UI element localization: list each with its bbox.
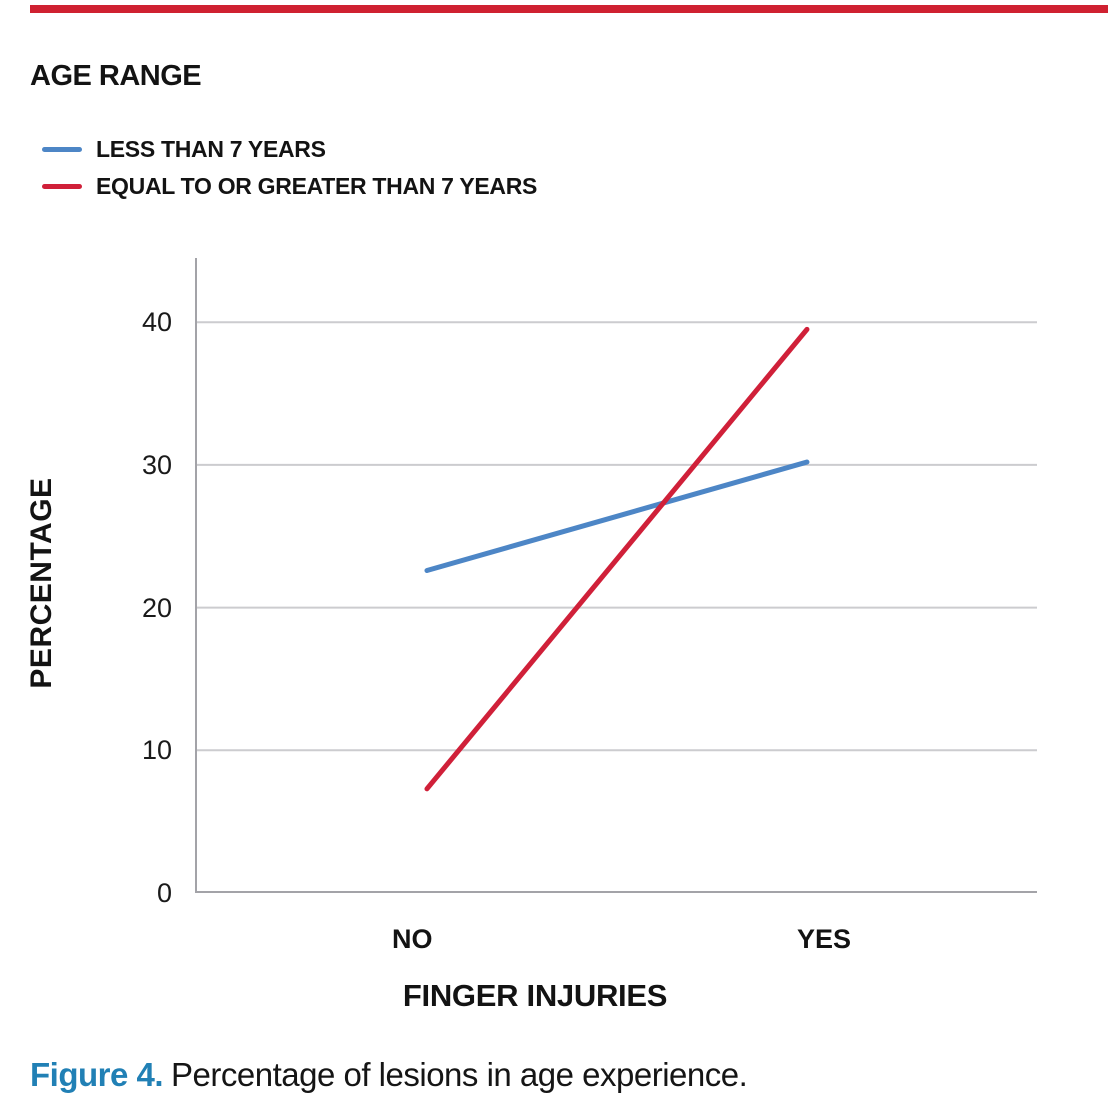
series-line-less-than-7 [424, 459, 810, 574]
y-axis-title: PERCENTAGE [25, 477, 58, 689]
x-tick-label-yes: YES [796, 924, 851, 954]
legend-item-less-than-7: LESS THAN 7 YEARS [42, 134, 326, 164]
figure-caption-label: Figure 4. [30, 1056, 164, 1093]
top-rule [30, 5, 1108, 13]
series-line-greater-than-7 [424, 326, 810, 792]
legend-label-greater-than-7: EQUAL TO OR GREATER THAN 7 YEARS [96, 172, 538, 199]
y-tick-label-10: 10 [141, 735, 172, 766]
x-axis-title: FINGER INJURIES [402, 978, 668, 1013]
y-tick-label-20: 20 [141, 592, 172, 623]
legend-item-greater-than-7: EQUAL TO OR GREATER THAN 7 YEARS [42, 171, 537, 201]
legend-title: AGE RANGE [30, 60, 202, 92]
figure-caption-text: Percentage of lesions in age experience. [171, 1056, 748, 1093]
line-chart [195, 258, 1037, 893]
y-tick-label-30: 30 [141, 449, 172, 480]
legend-label-less-than-7: LESS THAN 7 YEARS [96, 135, 326, 162]
y-tick-label-0: 0 [156, 878, 172, 908]
legend-line-swatch-blue [42, 146, 82, 152]
plot-area [195, 258, 1037, 893]
x-tick-label-no: NO [391, 924, 433, 954]
figure-caption: Figure 4. Percentage of lesions in age ex… [30, 1056, 748, 1094]
y-tick-label-40: 40 [141, 307, 172, 338]
legend-line-swatch-red [42, 183, 82, 189]
